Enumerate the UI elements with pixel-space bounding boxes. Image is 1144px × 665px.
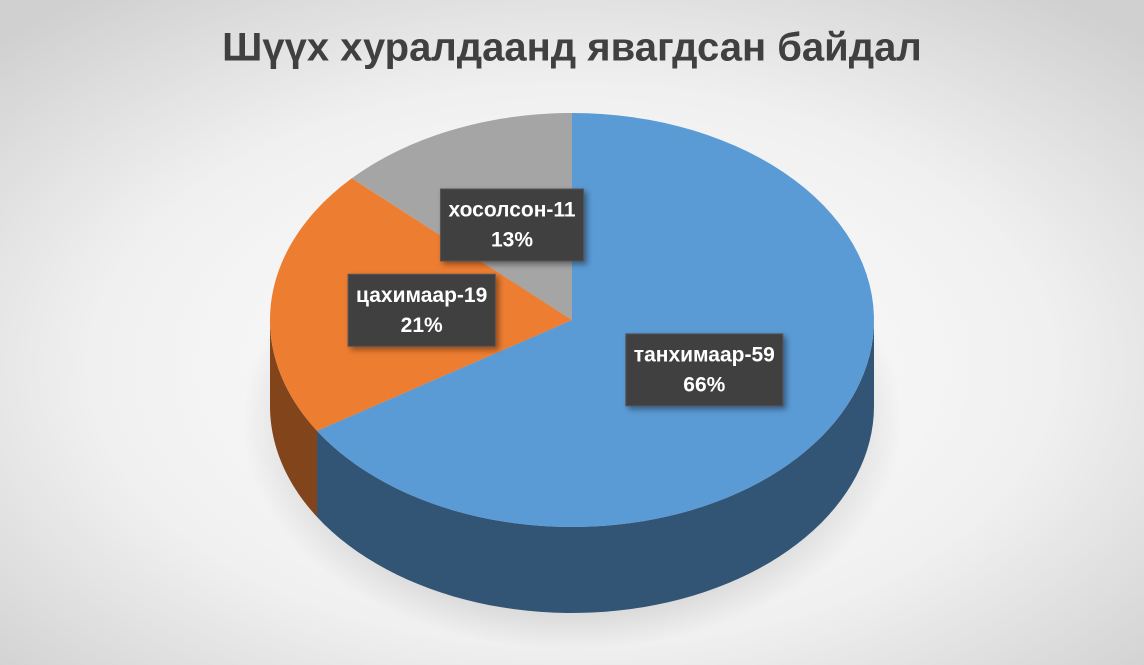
data-label-box (347, 273, 496, 347)
data-label: цахимаар-19 (356, 284, 487, 307)
slice-side (317, 320, 875, 613)
data-label: 13% (491, 229, 533, 252)
chart-title: Шүүх хуралдаанд явагдсан байдал (222, 26, 922, 70)
data-label: 66% (683, 373, 725, 396)
data-label: танхимаар-59 (634, 343, 775, 366)
data-label-box (625, 333, 784, 407)
data-label: хосолсон-11 (448, 199, 575, 222)
slice (317, 113, 874, 527)
data-label-box (439, 188, 585, 262)
data-label: 21% (401, 314, 443, 337)
slice-side (270, 320, 318, 517)
